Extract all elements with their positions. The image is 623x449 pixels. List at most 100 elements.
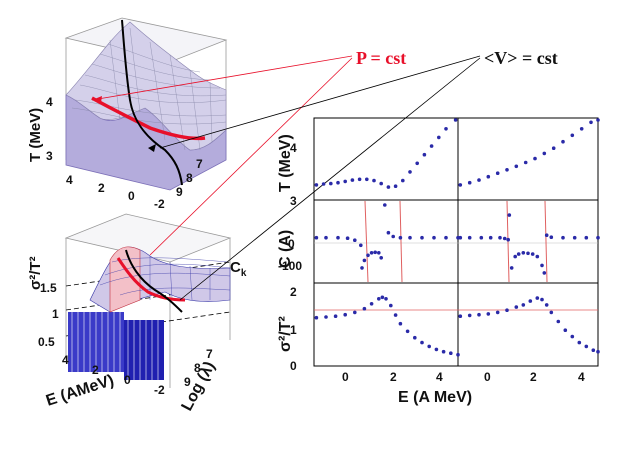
data-point-row2-right-6 — [514, 305, 519, 309]
data-point-row1-left-7 — [362, 258, 367, 263]
data-point-row2-left-17 — [434, 347, 439, 352]
data-point-row0-left-11 — [393, 184, 398, 188]
data-point-row0-right-6 — [514, 164, 519, 169]
data-points — [314, 118, 600, 357]
data-point-row1-right-1 — [467, 235, 472, 240]
data-point-row1-right-17 — [544, 233, 549, 237]
data-point-row0-right-2 — [477, 178, 481, 182]
data-point-row1-right-4 — [498, 235, 502, 240]
data-point-row2-right-15 — [570, 334, 575, 339]
data-point-row1-left-19 — [432, 235, 436, 240]
v-cst-curve — [121, 19, 183, 186]
data-point-row2-left-7 — [377, 297, 381, 301]
data-point-row2-left-4 — [353, 310, 357, 315]
data-point-row1-right-19 — [561, 235, 565, 240]
data-point-row1-right-20 — [572, 235, 577, 240]
temperature-surface: 4 3 4 2 0 -2 7 8 9 T (MeV) — [27, 17, 228, 211]
fluctuation-surface: Ck 1.5 1 0.5 4 2 0 -2 7 8 9 σ²/T² E (AMe… — [27, 213, 247, 414]
data-point-row0-right-5 — [505, 168, 509, 172]
z-tick-1: 1 — [52, 307, 59, 321]
s-tick-2: 2 — [290, 285, 297, 299]
data-point-row2-right-0 — [458, 314, 463, 319]
e-xlabel: E (A MeV) — [398, 389, 472, 406]
data-point-row1-left-9 — [369, 251, 374, 255]
data-point-row2-left-2 — [333, 314, 338, 319]
data-point-row0-right-10 — [551, 146, 556, 150]
data-point-row1-left-1 — [324, 235, 328, 240]
s-tick-1: 1 — [290, 323, 297, 337]
by-tick-9: 9 — [184, 375, 191, 389]
bx-tick-4: 4 — [62, 353, 69, 367]
data-point-row2-right-13 — [556, 319, 561, 324]
z-tick-1-5: 1.5 — [40, 281, 57, 295]
data-point-row0-left-3 — [336, 180, 340, 185]
data-point-row0-left-5 — [350, 178, 355, 182]
data-point-row0-left-7 — [365, 177, 369, 182]
data-point-row1-left-3 — [345, 236, 350, 240]
data-point-row0-right-3 — [486, 174, 491, 179]
c-tick-m100: -100 — [278, 259, 302, 273]
data-point-row1-left-14 — [386, 230, 391, 235]
data-point-row0-right-11 — [561, 139, 565, 144]
data-point-row0-right-0 — [458, 183, 463, 187]
surface-top — [65, 21, 227, 151]
data-point-row0-right-13 — [579, 127, 584, 131]
data-point-row0-right-12 — [570, 133, 575, 138]
data-point-row1-right-3 — [488, 235, 493, 240]
data-point-row0-right-8 — [533, 156, 537, 161]
data-point-row0-right-7 — [523, 160, 528, 165]
data-point-row0-right-1 — [467, 180, 472, 185]
data-point-row2-left-18 — [441, 349, 446, 354]
bx-tick-0: 0 — [124, 373, 131, 387]
data-point-row2-right-7 — [521, 303, 526, 307]
v-cst-curve-bottom — [125, 249, 183, 313]
c-tick-0: 0 — [288, 237, 295, 251]
z-tick-0-5: 0.5 — [38, 335, 55, 349]
data-point-row1-right-15 — [540, 263, 544, 268]
data-point-row1-right-22 — [596, 235, 600, 240]
data-point-row1-left-0 — [314, 235, 319, 240]
data-point-row1-left-2 — [336, 235, 340, 240]
t-tick-4: 4 — [290, 141, 297, 155]
data-point-row0-left-1 — [321, 182, 326, 186]
data-point-row2-right-5 — [505, 308, 509, 313]
ex-tick-0-right: 0 — [484, 370, 491, 384]
data-point-row0-left-2 — [329, 181, 333, 186]
data-point-row1-left-6 — [360, 266, 364, 270]
sigma-axis-label: σ²/T² — [27, 256, 44, 290]
data-point-row2-right-17 — [584, 344, 589, 349]
data-point-row1-right-5 — [502, 236, 507, 241]
data-point-row1-right-14 — [535, 254, 540, 259]
data-point-row1-right-18 — [549, 235, 554, 239]
surface-mesh — [71, 27, 227, 151]
data-point-row0-left-6 — [357, 177, 362, 182]
data-point-row2-right-18 — [591, 348, 596, 353]
data-point-row2-left-10 — [389, 303, 393, 308]
y-tick-7: 7 — [196, 157, 203, 171]
data-point-row0-left-17 — [437, 135, 441, 140]
data-point-row1-right-13 — [530, 252, 535, 256]
ex-tick-2-left: 2 — [390, 370, 397, 384]
data-point-row0-left-16 — [429, 144, 434, 148]
data-point-row2-left-1 — [324, 315, 328, 319]
ex-tick-2-right: 2 — [530, 370, 537, 384]
data-point-row2-left-15 — [420, 340, 424, 345]
data-point-row2-left-12 — [398, 321, 403, 326]
data-point-row0-left-0 — [314, 183, 319, 187]
data-point-row2-right-10 — [540, 297, 544, 302]
data-point-row2-right-1 — [467, 313, 472, 318]
data-point-row2-left-14 — [413, 335, 417, 340]
data-point-row1-left-12 — [379, 255, 384, 260]
t-ylabel: T (MeV) — [277, 134, 294, 192]
data-point-row2-right-11 — [544, 303, 549, 307]
data-point-row0-right-15 — [596, 118, 600, 122]
data-point-row2-left-13 — [405, 329, 410, 334]
data-point-row1-right-11 — [521, 251, 526, 255]
data-point-row0-left-4 — [343, 179, 348, 184]
data-point-row2-right-3 — [486, 312, 491, 316]
data-point-row2-left-11 — [393, 313, 398, 317]
z-tick-3: 3 — [46, 149, 53, 163]
by-tick-7: 7 — [206, 347, 213, 361]
data-point-row0-left-8 — [372, 178, 376, 183]
blue-bars — [68, 312, 164, 380]
